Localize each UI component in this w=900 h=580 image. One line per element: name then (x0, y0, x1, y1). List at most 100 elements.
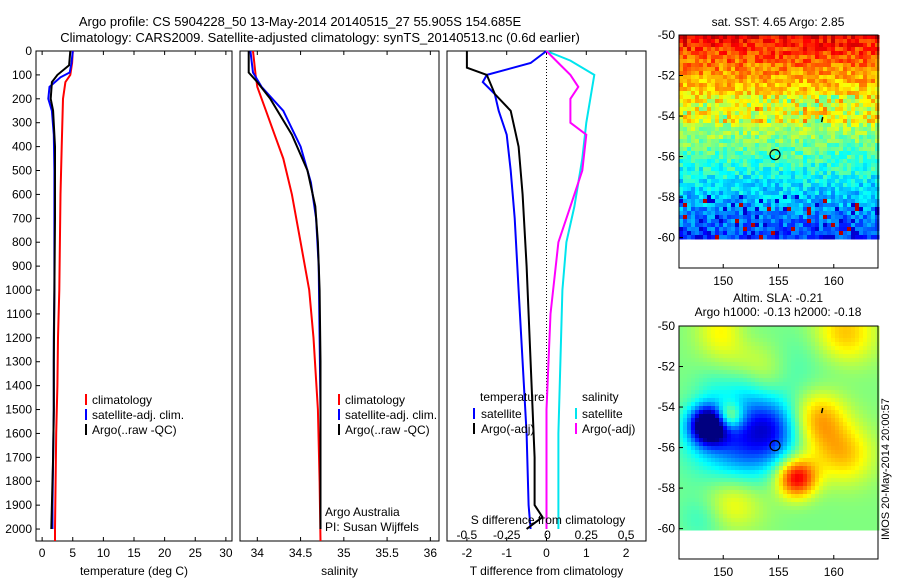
heatmap-cell (819, 414, 824, 419)
heatmap-cell (835, 398, 840, 403)
heatmap-cell (799, 426, 804, 431)
heatmap-cell (735, 71, 740, 76)
heatmap-cell (831, 390, 836, 395)
heatmap-cell (727, 326, 732, 331)
heatmap-cell (783, 219, 788, 224)
heatmap-cell (723, 374, 728, 379)
heatmap-cell (771, 159, 776, 164)
heatmap-cell (715, 183, 720, 188)
heatmap-cell (867, 330, 872, 335)
heatmap-cell (743, 386, 748, 391)
heatmap-cell (803, 67, 808, 72)
heatmap-cell (691, 334, 696, 339)
heatmap-cell (831, 362, 836, 367)
heatmap-cell (843, 390, 848, 395)
heatmap-cell (727, 438, 732, 443)
heatmap-cell (687, 43, 692, 48)
heatmap-cell (683, 338, 688, 343)
heatmap-cell (867, 155, 872, 160)
heatmap-cell (819, 386, 824, 391)
heatmap-cell (859, 187, 864, 192)
heatmap-cell (843, 482, 848, 487)
heatmap-cell (803, 378, 808, 383)
heatmap-cell (747, 203, 752, 208)
heatmap-cell (811, 51, 816, 56)
heatmap-cell (723, 350, 728, 355)
heatmap-cell (839, 43, 844, 48)
heatmap-cell (847, 410, 852, 415)
heatmap-cell (811, 494, 816, 499)
heatmap-cell (867, 147, 872, 152)
heatmap-cell (743, 51, 748, 56)
heatmap-cell (791, 342, 796, 347)
heatmap-cell (711, 410, 716, 415)
heatmap-cell (783, 330, 788, 335)
heatmap-cell (855, 482, 860, 487)
heatmap-cell (683, 107, 688, 112)
heatmap-cell (743, 402, 748, 407)
heatmap-cell (823, 111, 828, 116)
heatmap-cell (831, 386, 836, 391)
heatmap-cell (771, 334, 776, 339)
heatmap-cell (727, 462, 732, 467)
heatmap-cell (703, 39, 708, 44)
heatmap-cell (687, 195, 692, 200)
heatmap-cell (715, 167, 720, 172)
heatmap-cell (719, 67, 724, 72)
heatmap-cell (763, 175, 768, 180)
heatmap-cell (783, 386, 788, 391)
heatmap-cell (687, 430, 692, 435)
heatmap-cell (875, 474, 880, 479)
heatmap-cell (863, 223, 868, 228)
heatmap-cell (715, 446, 720, 451)
heatmap-cell (867, 91, 872, 96)
heatmap-cell (695, 203, 700, 208)
heatmap-cell (787, 123, 792, 128)
heatmap-cell (783, 123, 788, 128)
heatmap-cell (815, 91, 820, 96)
heatmap-cell (795, 35, 800, 40)
legend-label: satellite (481, 407, 522, 421)
heatmap-cell (875, 386, 880, 391)
heatmap-cell (739, 474, 744, 479)
heatmap-cell (835, 374, 840, 379)
heatmap-cell (775, 462, 780, 467)
heatmap-cell (747, 410, 752, 415)
heatmap-cell (759, 346, 764, 351)
heatmap-cell (875, 143, 880, 148)
heatmap-cell (695, 99, 700, 104)
heatmap-cell (859, 115, 864, 120)
heatmap-cell (815, 83, 820, 88)
heatmap-cell (691, 390, 696, 395)
heatmap-cell (711, 358, 716, 363)
heatmap-cell (871, 79, 876, 84)
heatmap-cell (687, 223, 692, 228)
heatmap-cell (699, 75, 704, 80)
heatmap-cell (731, 462, 736, 467)
heatmap-cell (775, 406, 780, 411)
heatmap-cell (719, 167, 724, 172)
heatmap-cell (795, 506, 800, 511)
heatmap-cell (747, 482, 752, 487)
heatmap-cell (835, 438, 840, 443)
heatmap-cell (831, 139, 836, 144)
heatmap-cell (807, 231, 812, 236)
heatmap-cell (699, 175, 704, 180)
heatmap-cell (791, 147, 796, 152)
heatmap-cell (835, 386, 840, 391)
heatmap-cell (719, 346, 724, 351)
heatmap-cell (759, 462, 764, 467)
heatmap-cell (707, 350, 712, 355)
heatmap-cell (847, 103, 852, 108)
heatmap-cell (695, 470, 700, 475)
heatmap-cell (751, 55, 756, 60)
heatmap-cell (851, 47, 856, 52)
heatmap-cell (739, 430, 744, 435)
heatmap-cell (791, 175, 796, 180)
heatmap-cell (843, 111, 848, 116)
heatmap-cell (739, 466, 744, 471)
heatmap-cell (719, 402, 724, 407)
heatmap-cell (687, 55, 692, 60)
heatmap-cell (855, 418, 860, 423)
heatmap-cell (875, 195, 880, 200)
